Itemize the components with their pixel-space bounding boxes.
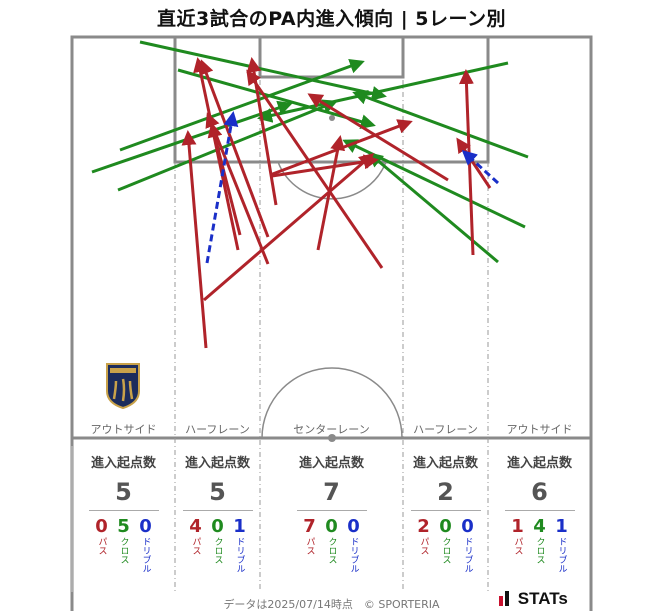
stat-total: 5 (115, 478, 132, 506)
pass-arrow (203, 153, 375, 302)
goal-area (258, 35, 405, 79)
pass-count: 4 (189, 516, 202, 537)
thespa-gunma-crest-icon (104, 361, 142, 413)
pass-label: パス (304, 537, 315, 555)
center-circle (261, 367, 403, 439)
dribble-label: ドリブル (234, 537, 245, 573)
lane-label-left-outside: アウトサイド (90, 423, 157, 436)
stat-title: 進入起点数 (90, 456, 156, 471)
penalty-area (173, 35, 490, 164)
cross-label: クロス (118, 537, 129, 564)
cross-arrows (91, 40, 529, 264)
cross-label: クロス (212, 537, 223, 564)
cross-arrow (117, 99, 338, 192)
pass-arrows (181, 57, 492, 349)
pass-count: 2 (417, 516, 430, 537)
cross-count: 0 (211, 516, 224, 537)
cross-arrow (139, 40, 387, 101)
pass-arrow (207, 122, 242, 236)
lane-stats-right-outside: 進入起点数 6 1 パス 4 クロス 1 ドリブル (488, 452, 591, 573)
cross-arrow (177, 68, 376, 129)
dribble-arrow (461, 149, 500, 185)
stat-total: 7 (323, 478, 340, 506)
dribble-count: 0 (347, 516, 360, 537)
pass-label: パス (512, 537, 523, 555)
cross-count: 5 (117, 516, 130, 537)
cross-count: 0 (439, 516, 452, 537)
dribble-count: 1 (555, 516, 568, 537)
dribble-arrows (205, 111, 500, 264)
lane-stats-left-halfspace: 進入起点数 5 4 パス 0 クロス 1 ドリブル (175, 452, 260, 573)
stat-title: 進入起点数 (184, 456, 250, 471)
dribble-label: ドリブル (348, 537, 359, 573)
dribble-label: ドリブル (462, 537, 473, 573)
dribble-count: 0 (461, 516, 474, 537)
penalty-spot (329, 115, 335, 121)
cross-count: 4 (533, 516, 546, 537)
dribble-arrow (205, 111, 239, 264)
dribble-count: 0 (139, 516, 152, 537)
stat-total: 5 (209, 478, 226, 506)
stat-title: 進入起点数 (412, 456, 478, 471)
stat-total: 6 (531, 478, 548, 506)
dribble-count: 1 (233, 516, 246, 537)
stat-title: 進入起点数 (298, 456, 364, 471)
cross-label: クロス (326, 537, 337, 564)
cross-label: クロス (440, 537, 451, 564)
pass-count: 0 (95, 516, 108, 537)
pass-count: 1 (511, 516, 524, 537)
pass-arrow (307, 93, 449, 182)
lane-stats-left-outside: 進入起点数 5 0 パス 5 クロス 0 ドリブル (72, 452, 175, 573)
lane-stats-center: 進入起点数 7 7 パス 0 クロス 0 ドリブル (260, 452, 403, 573)
pass-arrow (269, 119, 413, 177)
pass-arrow (199, 59, 270, 238)
cross-count: 0 (325, 516, 338, 537)
pass-arrow (271, 154, 379, 178)
pass-arrow (316, 135, 346, 251)
lane-dividers (174, 80, 489, 592)
pass-arrow (193, 57, 240, 251)
lane-label-left-halfspace: ハーフレーン (185, 423, 250, 436)
center-spot (328, 434, 336, 442)
lane-label-right-halfspace: ハーフレーン (413, 423, 478, 436)
stat-total: 2 (437, 478, 454, 506)
dribble-label: ドリブル (140, 537, 151, 573)
stats-logo-icon: STATs (499, 589, 568, 609)
footer-credit: データは2025/07/14時点 © SPORTERIA (223, 598, 440, 611)
stat-title: 進入起点数 (506, 456, 572, 471)
cross-arrow (367, 152, 499, 264)
cross-arrow (257, 61, 509, 123)
cross-label: クロス (534, 537, 545, 564)
pass-arrow (456, 137, 492, 189)
lane-label-center: センターレーン (293, 423, 370, 436)
cross-arrow (352, 90, 529, 159)
cross-arrow (119, 59, 365, 152)
dribble-label: ドリブル (556, 537, 567, 573)
pass-arrow (205, 112, 270, 265)
lane-label-right-outside: アウトサイド (506, 423, 573, 436)
lane-stats-right-halfspace: 進入起点数 2 2 パス 0 クロス 0 ドリブル (403, 452, 488, 573)
pass-count: 7 (303, 516, 316, 537)
page-title: 直近3試合のPA内進入傾向 | 5レーン別 (156, 8, 507, 30)
pass-label: パス (190, 537, 201, 555)
pass-label: パス (96, 537, 107, 555)
pass-arrow (181, 130, 208, 349)
stats-logo-text: STATs (517, 589, 568, 608)
pass-label: パス (418, 537, 429, 555)
penalty-arc (277, 161, 387, 200)
